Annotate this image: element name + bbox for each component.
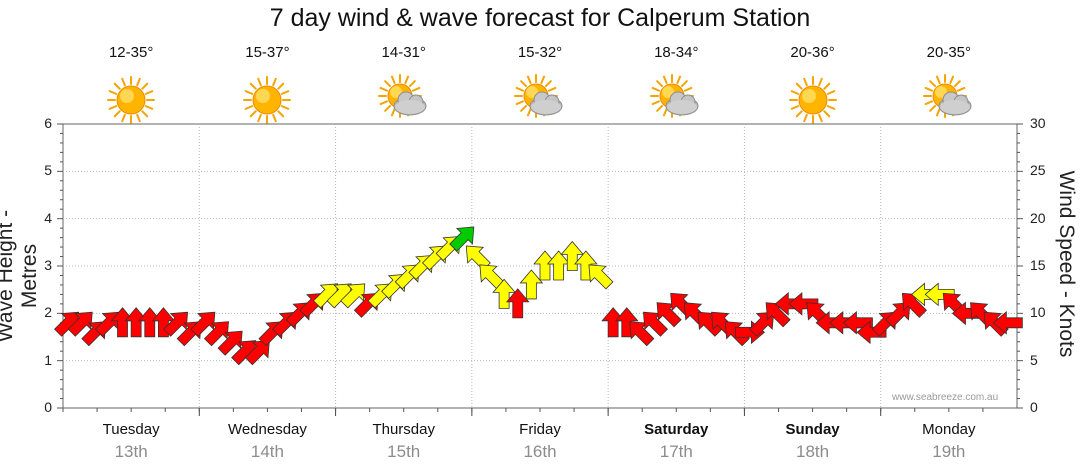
day-name: Tuesday xyxy=(102,421,160,438)
partly-cloudy-icon xyxy=(514,74,563,118)
day-date: 19th xyxy=(932,442,966,461)
wind-arrow xyxy=(992,310,1023,335)
temperature-range: 12-35° xyxy=(108,44,154,61)
sunny-icon xyxy=(107,76,156,124)
wind-arrow xyxy=(163,311,189,337)
wind-arrow xyxy=(492,278,516,309)
wind-arrow xyxy=(137,307,162,338)
wind-arrows xyxy=(53,226,1023,366)
wind-arrow xyxy=(67,311,93,337)
wind-arrow xyxy=(505,288,530,319)
chart-title: 7 day wind & wave forecast for Calperum … xyxy=(269,4,811,32)
wind-arrow xyxy=(601,307,626,338)
wind-arrow xyxy=(203,321,229,347)
day-date: 13th xyxy=(114,442,148,461)
y2-tick-label: 5 xyxy=(1030,351,1038,368)
partly-cloudy-icon xyxy=(922,74,972,118)
temperature-range: 15-32° xyxy=(517,44,563,61)
wind-arrow xyxy=(588,264,614,290)
y-tick-label: 5 xyxy=(44,162,52,179)
y-tick-label: 1 xyxy=(44,351,52,368)
y-tick-label: 0 xyxy=(44,399,52,415)
wind-arrow xyxy=(190,311,216,337)
day-name: Wednesday xyxy=(227,421,307,438)
wind-arrow xyxy=(642,311,669,337)
day-name: Friday xyxy=(519,421,561,438)
wind-arrow xyxy=(656,302,682,328)
wind-arrow xyxy=(449,226,475,252)
wind-arrow xyxy=(629,321,655,347)
day-date: 18th xyxy=(796,442,830,461)
y2-tick-label: 10 xyxy=(1030,304,1046,321)
wind-arrow xyxy=(765,302,791,328)
day-date: 16th xyxy=(523,442,557,461)
watermark: www.seabreeze.com.au xyxy=(892,392,999,403)
y-tick-label: 3 xyxy=(44,257,52,273)
day-name: Saturday xyxy=(644,421,709,438)
day-name: Thursday xyxy=(372,421,435,438)
wind-arrow xyxy=(479,264,505,290)
y-tick-label: 4 xyxy=(44,209,52,226)
y2-tick-label: 0 xyxy=(1030,399,1038,415)
day-name: Monday xyxy=(922,421,976,438)
wind-arrow xyxy=(901,292,927,318)
y2-tick-label: 20 xyxy=(1030,209,1046,226)
wind-arrow xyxy=(244,340,270,366)
sunny-icon xyxy=(243,76,292,124)
wind-arrow xyxy=(788,292,819,316)
temperature-range: 15-37° xyxy=(245,44,290,61)
y2-tick-label: 15 xyxy=(1030,257,1046,273)
wind-arrow xyxy=(340,283,366,309)
day-date: 14th xyxy=(250,442,284,461)
wind-arrow xyxy=(546,250,571,281)
day-name: Sunday xyxy=(785,421,840,438)
y-axis-label-right: Wind Speed - Knots xyxy=(1055,170,1078,358)
partly-cloudy-icon xyxy=(377,74,427,118)
y-tick-label: 2 xyxy=(44,304,52,321)
wind-arrow xyxy=(924,282,955,307)
partly-cloudy-icon xyxy=(650,74,699,118)
day-date: 15th xyxy=(387,442,421,461)
day-date: 17th xyxy=(659,442,693,461)
temperature-range: 20-36° xyxy=(790,44,835,61)
wind-arrow xyxy=(842,310,873,335)
y-tick-label: 6 xyxy=(44,115,52,131)
wind-arrow xyxy=(217,330,243,356)
wind-arrow xyxy=(533,250,557,281)
y2-tick-label: 30 xyxy=(1030,115,1046,131)
wind-arrow xyxy=(110,307,135,338)
wind-arrow xyxy=(560,240,585,271)
temperature-range: 18-34° xyxy=(654,44,699,61)
temperature-range: 20-35° xyxy=(926,44,972,61)
sunny-icon xyxy=(788,76,837,124)
wind-arrow xyxy=(124,307,149,338)
wind-arrow xyxy=(519,269,544,300)
wind-arrow xyxy=(465,245,491,271)
temperature-range: 14-31° xyxy=(381,44,426,61)
y2-tick-label: 25 xyxy=(1030,162,1046,179)
